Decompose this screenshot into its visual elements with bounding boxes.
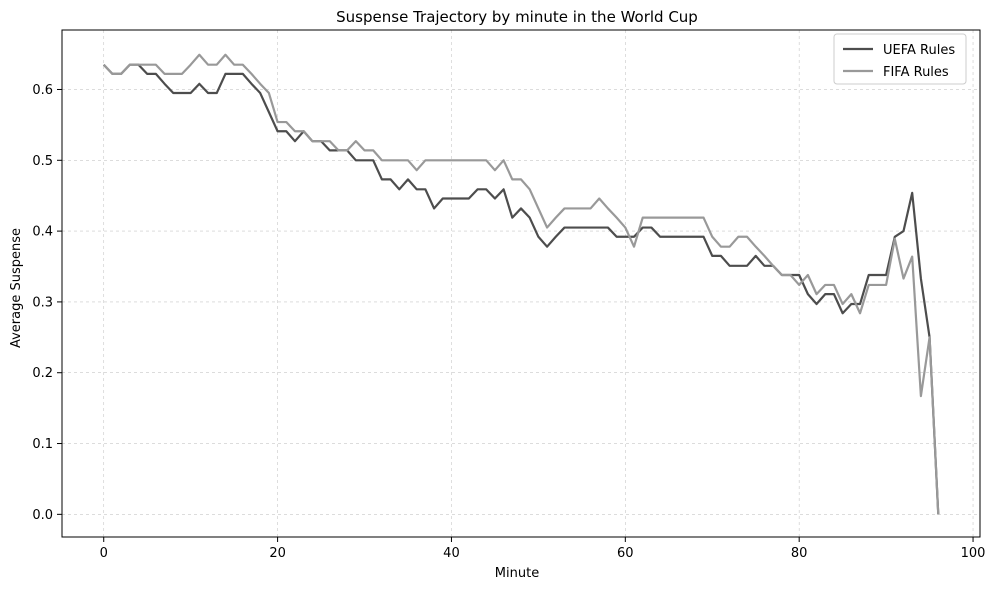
- series-line-fifa-rules: [102, 53, 940, 515]
- x-tick-label: 40: [443, 546, 460, 561]
- x-tick-label: 80: [791, 546, 808, 561]
- y-tick-label: 0.6: [32, 83, 53, 98]
- x-axis-label: Minute: [495, 566, 539, 581]
- y-tick-label: 0.3: [32, 295, 53, 310]
- y-tick-label: 0.4: [32, 225, 53, 240]
- y-tick-label: 0.1: [32, 437, 53, 452]
- legend-label-fifa: FIFA Rules: [883, 65, 949, 80]
- x-tick-label: 0: [100, 546, 108, 561]
- series-line-uefa-rules: [102, 63, 940, 515]
- x-tick-label: 100: [961, 546, 986, 561]
- series-lines: [102, 53, 940, 515]
- x-tick-label: 20: [269, 546, 286, 561]
- y-tick-label: 0.0: [32, 508, 53, 523]
- legend-label-uefa: UEFA Rules: [883, 43, 955, 58]
- y-axis-label: Average Suspense: [9, 228, 24, 348]
- plot-frame: [61, 29, 981, 538]
- chart-title: Suspense Trajectory by minute in the Wor…: [336, 8, 698, 26]
- x-axis-ticks: 0 20 40 60 80 100: [100, 537, 986, 561]
- x-tick-label: 60: [617, 546, 634, 561]
- y-tick-label: 0.5: [32, 154, 53, 169]
- y-tick-label: 0.2: [32, 366, 53, 381]
- legend: UEFA Rules FIFA Rules: [833, 33, 967, 85]
- grid: [62, 30, 980, 537]
- y-axis-ticks: 0.0 0.1 0.2 0.3 0.4 0.5 0.6: [32, 83, 62, 523]
